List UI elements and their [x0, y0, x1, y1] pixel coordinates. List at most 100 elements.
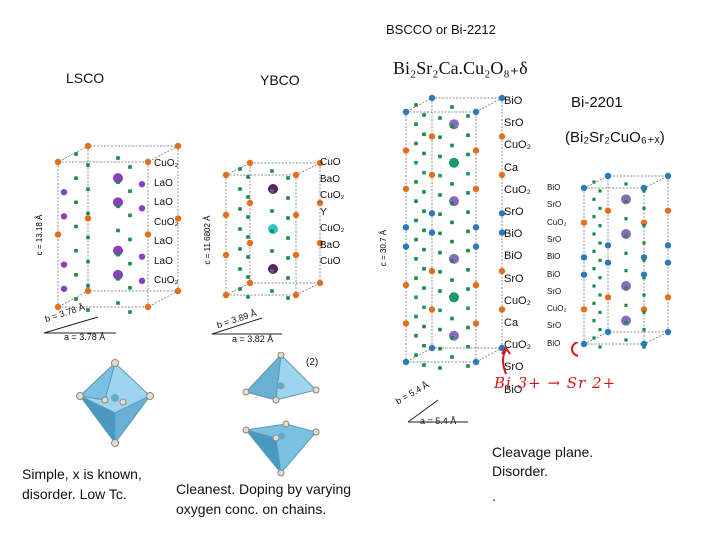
atom-oxygen [414, 295, 418, 300]
atom-oxygen [624, 286, 628, 290]
atom [472, 108, 480, 116]
layer-label: CuO₂ [504, 294, 531, 307]
atom-la [60, 261, 68, 268]
atom-oxygen [238, 227, 242, 231]
atom [402, 224, 410, 231]
atom-oxygen [450, 201, 454, 205]
atom-oxygen [422, 286, 426, 290]
layer-label: CuO [320, 157, 341, 168]
atom-oxygen [438, 173, 442, 178]
atom [428, 171, 436, 179]
layer-label: BiO [547, 183, 561, 192]
layer-label: Ca [504, 317, 519, 329]
atom-oxygen [414, 314, 418, 319]
atom [621, 229, 631, 239]
atom [621, 194, 631, 205]
layer-label: SrO [504, 272, 524, 285]
layer-label: BiO [504, 383, 523, 396]
atom-oxygen [438, 346, 442, 351]
atom-oxygen [116, 204, 120, 209]
atom-oxygen [270, 289, 274, 293]
atom-oxygen [74, 273, 78, 277]
atom-la [60, 188, 68, 196]
atom-oxygen [466, 152, 470, 157]
atom-oxygen [438, 366, 442, 370]
atom-oxygen [438, 289, 442, 293]
atom-oxygen [128, 213, 132, 218]
atom-oxygen [422, 132, 426, 137]
layer-label: SrO [504, 206, 524, 218]
atom [428, 267, 436, 275]
atom [580, 271, 588, 278]
layer-label: CuO₂ [320, 190, 345, 201]
atom [604, 242, 612, 249]
atom-oxygen [414, 122, 418, 127]
atom-oxygen [414, 180, 418, 184]
atom-oxygen [116, 180, 120, 184]
atom-oxygen [466, 306, 470, 311]
atom [621, 281, 631, 291]
atom [222, 211, 230, 219]
ybco-caption-line1: Cleanest. Doping by varying [176, 481, 352, 497]
atom-oxygen [74, 176, 78, 180]
atom-oxygen [414, 141, 418, 146]
atom-la [138, 277, 146, 285]
atom [316, 239, 324, 247]
atom [113, 197, 123, 208]
atom-oxygen [74, 200, 78, 205]
atom [580, 306, 588, 313]
atom-oxygen [238, 207, 242, 211]
atom-oxygen [414, 160, 418, 165]
layer-label: CuO₂ [547, 304, 567, 314]
atom-oxygen [466, 268, 470, 272]
atom-oxygen [592, 197, 596, 201]
atom-oxygen [592, 301, 596, 305]
atom [580, 340, 588, 348]
atom-oxygen [414, 276, 418, 280]
atom-la [60, 213, 68, 220]
atom [580, 254, 588, 261]
atom-oxygen [642, 276, 646, 280]
atom-oxygen [286, 196, 290, 200]
layer-label: LaO [154, 177, 173, 189]
atom-oxygen [642, 241, 646, 245]
handwritten-annotation [501, 342, 579, 375]
atom-oxygen [270, 169, 274, 173]
atom-oxygen [466, 248, 470, 253]
lsco-octahedron [76, 359, 154, 447]
atom-oxygen [422, 228, 426, 233]
lsco-axes-arrows [43, 316, 116, 334]
atom-oxygen [450, 297, 454, 302]
atom [604, 259, 612, 266]
layer-label: SrO [547, 234, 562, 244]
lsco-c-axis: c = 13.18 Å [35, 214, 44, 255]
atom [498, 267, 506, 275]
atom-la [138, 253, 146, 260]
atom-oxygen [286, 276, 290, 280]
atom-oxygen [74, 152, 78, 156]
atom-oxygen [270, 269, 274, 273]
atom [664, 172, 672, 180]
atom-oxygen [466, 364, 470, 368]
atom [113, 173, 123, 184]
atom [472, 147, 480, 154]
atom [246, 239, 254, 247]
atom-oxygen [598, 258, 602, 262]
atom [222, 291, 230, 299]
atom [640, 340, 648, 348]
atom-oxygen [422, 247, 426, 252]
atom-oxygen [422, 113, 426, 117]
lsco-a-axis: a = 3.78 Å [64, 332, 106, 342]
atom [144, 303, 152, 311]
atom [428, 229, 436, 236]
atom [246, 159, 254, 167]
lsco-caption-line2: disorder. Low Tc. [22, 486, 127, 502]
atom-oxygen [592, 284, 596, 288]
atom-oxygen [116, 277, 120, 281]
bi2212-caption-line1: Cleavage plane. [492, 444, 594, 460]
layer-label: Y [320, 206, 327, 218]
atom-oxygen [598, 241, 602, 245]
atom-oxygen [270, 209, 274, 213]
atom [621, 315, 631, 326]
atom-oxygen [624, 199, 628, 203]
